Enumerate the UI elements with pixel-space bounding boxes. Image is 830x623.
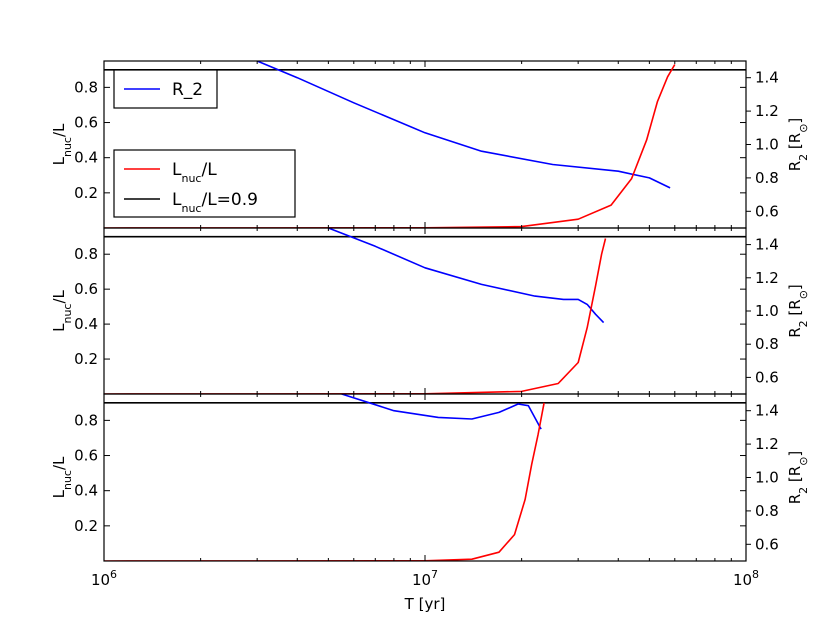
left-tick-label: 0.8	[74, 411, 98, 429]
left-ylabel-bottom-rest: /L	[50, 456, 68, 470]
right-tick-label: 0.6	[755, 202, 779, 220]
left-tick-label: 0.2	[74, 184, 98, 202]
left-ylabel-middle-main: L	[50, 323, 68, 332]
right-ylabel-bottom-main: R	[786, 494, 804, 504]
left-tick-label: 0.6	[74, 114, 98, 132]
r2-line-middle	[328, 228, 605, 324]
legend-label-threshold-main: L	[172, 190, 182, 210]
right-tick-label: 1.0	[755, 469, 779, 487]
panel-frame-middle	[103, 227, 747, 395]
left-tick-label: 0.4	[74, 315, 98, 333]
left-ylabel-middle: Lnuc/L	[50, 289, 74, 331]
lnuc-line-middle	[104, 238, 607, 394]
left-tick-label: 0.4	[74, 149, 98, 167]
right-tick-label: 0.6	[755, 368, 779, 386]
r2-line-bottom	[341, 394, 542, 430]
right-tick-label: 1.4	[755, 402, 779, 420]
x-tick-base: 10	[91, 571, 110, 589]
panel-top: 0.2 0.4 0.6 0.8 0.6 0.8 1.0 1.2 1.4 Lnuc/L R2 [R⊙]	[50, 60, 810, 229]
panel-frame-bottom	[103, 393, 747, 562]
right-ylabel-top-sub: 2	[797, 154, 810, 161]
right-ylabel-bottom-rest: [R	[786, 466, 804, 487]
right-tick-label: 1.2	[755, 435, 779, 453]
plot-area-middle	[104, 228, 746, 394]
right-tick-label: 0.8	[755, 502, 779, 520]
legend-label-lnuc-sub: nuc	[181, 172, 201, 185]
x-axis-label: T [yr]	[404, 595, 446, 613]
right-ylabel-middle-close: ]	[786, 284, 804, 290]
right-tick-label: 1.2	[755, 269, 779, 287]
left-tick-label: 0.6	[74, 280, 98, 298]
left-ylabel-middle-sub: nuc	[61, 304, 74, 324]
right-ylabel-bottom: R2 [R⊙]	[786, 451, 810, 505]
panel-middle: 0.2 0.4 0.6 0.8 0.6 0.8 1.0 1.2 1.4 Lnuc/L R2 [R⊙]	[50, 227, 810, 395]
left-tick-label: 0.4	[74, 482, 98, 500]
right-ylabel-bottom-sub2: ⊙	[797, 457, 810, 466]
right-tick-label: 1.4	[755, 236, 779, 254]
right-ylabel-top: R2 [R⊙]	[786, 118, 810, 172]
lnuc-line-top	[104, 64, 676, 228]
right-ylabel-middle-sub: 2	[797, 320, 810, 327]
right-ylabel-bottom-sub: 2	[797, 487, 810, 494]
legend-label-threshold-rest: /L=0.9	[201, 190, 257, 210]
right-ylabel-middle-sub2: ⊙	[797, 290, 810, 299]
left-tick-label: 0.8	[74, 245, 98, 263]
left-ylabel-top: Lnuc/L	[50, 123, 74, 165]
right-tick-label: 1.0	[755, 302, 779, 320]
x-tick-exp: 6	[110, 568, 117, 581]
legend-label-lnuc: Lnuc/L	[172, 160, 217, 185]
legend-label-lnuc-main: L	[172, 160, 182, 180]
right-ylabel-top-sub2: ⊙	[797, 124, 810, 133]
legend-box-upper: R_2	[113, 69, 218, 109]
legend-label-lnuc-rest: /L	[201, 160, 217, 180]
left-tick-label: 0.2	[74, 350, 98, 368]
left-ylabel-bottom-main: L	[50, 489, 68, 498]
legend-label-threshold: Lnuc/L=0.9	[172, 190, 258, 215]
right-tick-label: 1.2	[755, 102, 779, 120]
right-ylabel-middle-rest: [R	[786, 299, 804, 320]
panel-bottom: 0.2 0.4 0.6 0.8 0.6 0.8 1.0 1.2 1.4 Lnuc/L R2 [R⊙]	[50, 393, 810, 562]
right-ylabel-middle-main: R	[786, 327, 804, 337]
x-tick-base: 10	[412, 571, 431, 589]
left-ylabel-bottom-sub: nuc	[61, 470, 74, 490]
left-ylabel-bottom: Lnuc/L	[50, 456, 74, 498]
plot-area-bottom	[104, 394, 746, 561]
right-tick-label: 0.6	[755, 535, 779, 553]
right-ylabel-top-rest: [R	[786, 133, 804, 154]
x-tick-label: 107	[412, 568, 438, 589]
legend-label-threshold-sub: nuc	[181, 202, 201, 215]
right-ylabel-bottom-close: ]	[786, 451, 804, 457]
right-tick-label: 0.8	[755, 335, 779, 353]
right-tick-label: 0.8	[755, 169, 779, 187]
left-ylabel-top-sub: nuc	[61, 137, 74, 157]
right-ylabel-top-main: R	[786, 161, 804, 171]
right-tick-label: 1.4	[755, 69, 779, 87]
left-tick-label: 0.2	[74, 517, 98, 535]
left-ylabel-top-rest: /L	[50, 123, 68, 137]
x-tick-label: 108	[733, 568, 759, 589]
x-tick-exp: 8	[752, 568, 759, 581]
left-ylabel-middle-rest: /L	[50, 289, 68, 303]
right-ylabel-middle: R2 [R⊙]	[786, 284, 810, 338]
right-ylabel-top-close: ]	[786, 118, 804, 124]
right-tick-label: 1.0	[755, 136, 779, 154]
x-tick-exp: 7	[431, 568, 438, 581]
legend-frame-middle	[113, 149, 296, 218]
left-ylabel-top-main: L	[50, 156, 68, 165]
x-tick-base: 10	[733, 571, 752, 589]
left-tick-label: 0.6	[74, 447, 98, 465]
r2-line-top	[256, 61, 671, 189]
legend-label-r2: R_2	[172, 80, 203, 100]
lnuc-line-bottom	[104, 402, 545, 561]
x-tick-label: 106	[91, 568, 117, 589]
left-tick-label: 0.8	[74, 78, 98, 96]
